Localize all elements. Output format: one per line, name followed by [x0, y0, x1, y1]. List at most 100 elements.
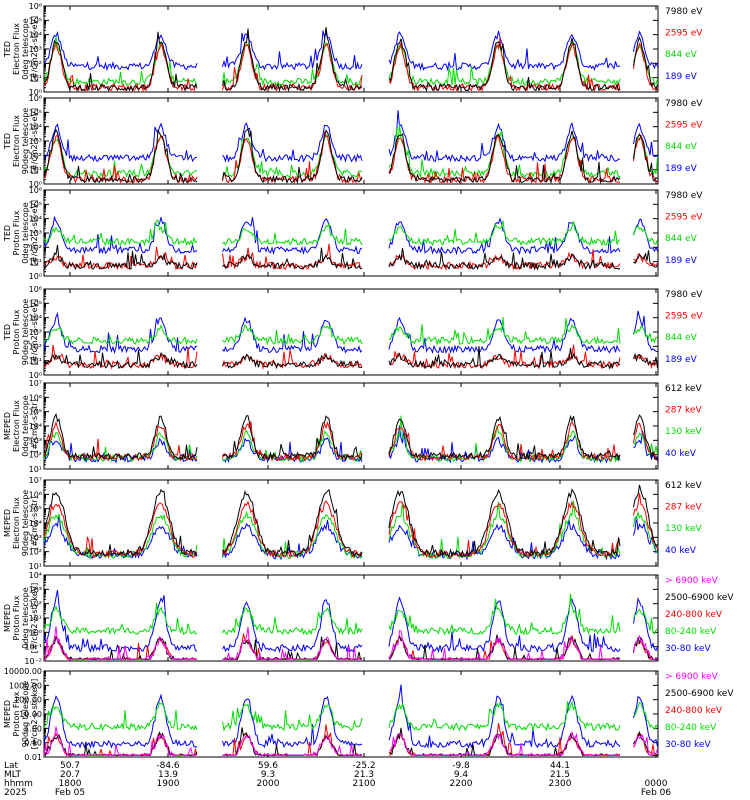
y-tick-label: 10¹ — [29, 614, 42, 623]
series-line-80-240-kev — [43, 700, 658, 732]
y-tick-label: 10⁴ — [29, 422, 42, 431]
legend-entry: 612 keV — [665, 384, 702, 394]
legend-entry: > 6900 keV — [665, 672, 719, 682]
y-tick-label: 10⁶ — [29, 94, 42, 103]
series-line--6900-kev — [44, 626, 658, 661]
x-tick-label: 2000 — [257, 779, 280, 789]
y-tick-label: 10⁵ — [29, 200, 42, 209]
series-line-2595-ev — [43, 37, 658, 93]
y-tick-label: 10⁻² — [24, 657, 42, 666]
y-tick-label: 10⁶ — [29, 186, 42, 195]
series-line-844-ev — [43, 124, 658, 179]
y-axis-label: Electron Flux — [12, 497, 21, 549]
panel-2: 10⁰ 10¹ 10² 10³ 10⁴ 10⁵ 10⁶ TED Electron Flux 90d… — [3, 94, 703, 189]
y-axis-label: 90deg telescope — [21, 681, 30, 748]
y-tick-label: 10000.00 — [4, 667, 42, 676]
y-tick-label: 10⁴ — [29, 215, 42, 224]
x-tick-label: 1900 — [157, 779, 180, 789]
x-row-label: hhmm — [4, 779, 33, 789]
y-tick-label: 10¹ — [29, 166, 42, 175]
y-tick-label: 1000.00 — [9, 681, 42, 690]
y-axis-label: 0deg telescope — [21, 202, 30, 263]
y-axis-label: MEPED — [3, 700, 12, 728]
x-lat-value: 59.6 — [258, 761, 278, 771]
x-tick-label: 0000 — [645, 779, 668, 789]
y-tick-label: 10³ — [29, 533, 42, 542]
x-lat-value: -84.6 — [156, 761, 180, 771]
legend-entry: 287 keV — [665, 503, 702, 513]
legend-entry: 844 eV — [665, 142, 698, 152]
y-axis-label: [#/cm2-s-str-eV] — [30, 16, 39, 82]
legend-entry: 30-80 keV — [665, 740, 711, 750]
x-row-label: 2025 — [4, 788, 27, 798]
y-tick-label: 10³ — [29, 229, 42, 238]
y-tick-label: 10² — [29, 451, 42, 460]
legend-entry: 7980 eV — [665, 290, 703, 300]
panel-6: 10¹ 10² 10³ 10⁴ 10⁵ 10⁶ 10⁷ MEPED Electron Flux 9… — [3, 476, 702, 571]
y-tick-label: 10⁷ — [29, 476, 42, 485]
y-axis-label: Proton Flux — [12, 210, 21, 255]
y-tick-label: 1.00 — [24, 724, 42, 733]
y-tick-label: 10⁵ — [29, 108, 42, 117]
legend-entry: 80-240 keV — [665, 723, 717, 733]
series-line-7980-ev — [43, 244, 658, 271]
y-tick-label: 100.00 — [14, 696, 42, 705]
y-axis-label: 90deg telescope — [21, 299, 30, 366]
series-line-80-240-kev — [43, 593, 658, 636]
panel-1: 10⁰ 10¹ 10² 10³ 10⁴ 10⁵ 10⁶ TED Electron Flux 0de… — [3, 2, 703, 97]
legend-entry: 844 eV — [665, 234, 698, 244]
y-axis-label: TED — [3, 225, 12, 242]
legend-entry: 2500-6900 keV — [665, 689, 734, 699]
series-line-7980-ev — [43, 127, 658, 185]
x-lat-value: -9.8 — [452, 761, 470, 771]
legend-entry: 2595 eV — [665, 29, 703, 39]
legend-entry: 2595 eV — [665, 213, 703, 223]
legend-entry: 189 eV — [665, 355, 698, 365]
y-tick-label: 10³ — [29, 436, 42, 445]
y-tick-label: 10⁴ — [29, 123, 42, 132]
y-axis-label: [#/cm2-s-str-eV] — [30, 108, 39, 174]
y-tick-label: 10⁵ — [29, 408, 42, 417]
x-date-start: Feb 05 — [55, 788, 85, 798]
x-mlt-value: 20.7 — [60, 770, 80, 780]
y-tick-label: 10² — [29, 548, 42, 557]
legend-entry: 130 keV — [665, 427, 702, 437]
x-lat-value: 50.7 — [60, 761, 80, 771]
series-line-189-ev — [43, 30, 658, 72]
x-tick-label: 2200 — [450, 779, 473, 789]
series-line-844-ev — [43, 219, 658, 247]
panel-4: 10⁰ 10¹ 10² 10³ 10⁴ 10⁵ 10⁶ TED Proton Flux 90deg… — [3, 285, 703, 380]
y-tick-label: 10¹ — [29, 465, 42, 474]
series-line-2595-ev — [43, 344, 658, 370]
x-lat-value: -25.2 — [352, 761, 375, 771]
y-tick-label: 10² — [29, 151, 42, 160]
y-axis-label: MEPED — [3, 604, 12, 632]
y-tick-label: 10⁴ — [29, 571, 42, 580]
y-axis-label: 90deg telescope — [21, 490, 30, 557]
legend-entry: 189 eV — [665, 72, 698, 82]
panel-8: 0.01 0.10 1.00 10.00 100.00 1000.00 10000.00 ME… — [3, 667, 734, 762]
legend-entry: 844 eV — [665, 50, 698, 60]
legend-entry: > 6900 keV — [665, 576, 719, 586]
x-row-label: MLT — [4, 770, 22, 780]
legend-entry: 240-800 keV — [665, 706, 723, 716]
y-tick-label: 10⁷ — [29, 379, 42, 388]
y-tick-label: 10¹ — [29, 357, 42, 366]
legend-entry: 240-800 keV — [665, 610, 723, 620]
y-tick-label: 10⁴ — [29, 31, 42, 40]
legend-entry: 287 keV — [665, 406, 702, 416]
y-axis-label: [#/cm2-s-str-keV] — [30, 679, 39, 750]
y-tick-label: 10⁶ — [29, 490, 42, 499]
legend-entry: 7980 eV — [665, 99, 703, 109]
y-tick-label: 10⁶ — [29, 393, 42, 402]
series-line-612-kev — [43, 484, 658, 559]
y-axis-label: [#/cm2-s-str] — [30, 399, 39, 452]
legend-entry: 2595 eV — [665, 312, 703, 322]
legend-entry: 40 keV — [665, 449, 697, 459]
series-line-30-80-kev — [43, 684, 658, 749]
y-axis-label: [#/cm2-s-str-keV] — [30, 583, 39, 654]
legend-entry: 7980 eV — [665, 7, 703, 17]
y-tick-label: 10² — [29, 243, 42, 252]
legend-entry: 30-80 keV — [665, 644, 711, 654]
y-tick-label: 10⁰ — [29, 272, 42, 281]
